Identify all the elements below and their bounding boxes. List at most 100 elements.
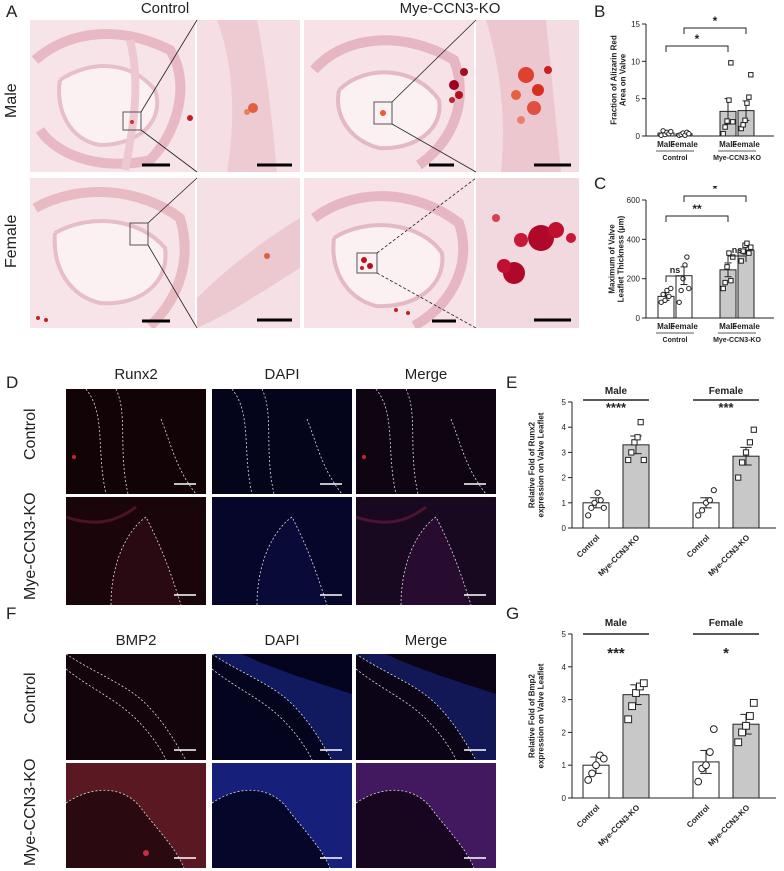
panel-d-col-merge: Merge: [404, 366, 448, 383]
data-point: [684, 254, 690, 260]
panel-f-col-bmp2: BMP2: [115, 632, 157, 649]
y-tick-label: 600: [627, 196, 641, 205]
chart-c: 0 200 400 600 Maximum of ValveLeaflet Thickn…: [594, 182, 780, 364]
data-point: [750, 426, 757, 433]
data-point: [640, 456, 647, 464]
panel-letter-a: A: [6, 2, 18, 21]
data-point: [738, 258, 744, 264]
data-point: [735, 474, 742, 481]
data-point: [746, 712, 754, 720]
bar: [622, 694, 650, 799]
data-point: [728, 277, 734, 284]
panel-a-col-control: Control: [140, 0, 190, 17]
histology-zoom-female-control: [197, 178, 300, 328]
data-point: [706, 748, 714, 756]
data-point: [668, 285, 674, 292]
category-label: Female: [670, 322, 698, 331]
y-tick-label: 4: [562, 423, 567, 432]
group-label: Mye-CCN3-KO: [713, 337, 761, 344]
fluor-runx2-ko: [66, 497, 206, 605]
histology-zoom-female-ko: [476, 178, 579, 328]
significance-bracket: [727, 255, 747, 262]
data-point: [588, 769, 596, 778]
data-point: [722, 279, 728, 286]
panel-letter-f: F: [6, 604, 17, 623]
panel-f-row-control: Control: [22, 672, 39, 724]
data-point: [637, 419, 644, 426]
data-point: [748, 72, 754, 78]
data-point: [730, 119, 736, 125]
panel-a-col-ko: Mye-CCN3-KO: [399, 0, 501, 17]
data-point: [746, 250, 752, 256]
data-point: [726, 250, 732, 256]
panel-letter-d: D: [6, 373, 19, 392]
category-label: Male: [657, 140, 675, 149]
data-point: [742, 449, 750, 456]
data-point: [709, 725, 718, 734]
data-point: [742, 721, 750, 730]
significance-label: ns: [670, 265, 681, 275]
fluor-bmp2-control: [66, 654, 206, 760]
data-point: [748, 244, 754, 250]
chart-e: 0 1 2 3 4 5 Relative Fold of Runx2expression o…: [506, 376, 782, 602]
panel-d-row-control: Control: [22, 408, 39, 460]
category-label: Mye-CCN3-KO: [596, 803, 641, 848]
panel-letter-c: C: [594, 174, 607, 193]
data-point: [628, 702, 636, 711]
data-point: [594, 489, 601, 496]
data-point: [588, 504, 595, 511]
data-point: [710, 487, 717, 494]
data-point: [686, 285, 692, 292]
category-label: Female: [670, 140, 698, 149]
data-point: [624, 715, 633, 724]
y-tick-label: 2: [562, 728, 567, 737]
significance-bracket: [665, 215, 729, 222]
y-tick-label: 5: [636, 95, 641, 104]
significance-bracket: [683, 27, 747, 34]
panel-letter-e: E: [506, 373, 518, 392]
y-tick-label: 0: [562, 524, 567, 533]
chart-b: 0 5 10 15 Fraction of Alizarin RedArea on Va…: [594, 14, 780, 172]
category-label: Control: [575, 803, 601, 829]
significance-label: *: [713, 186, 718, 196]
category-label: Male: [657, 322, 675, 331]
fluor-dapi-f-ko: [212, 763, 352, 868]
y-tick-label: 0: [636, 132, 641, 141]
data-point: [682, 262, 688, 268]
significance-label: *: [723, 645, 729, 662]
group-label: Control: [663, 337, 688, 344]
data-point: [599, 754, 608, 763]
data-point: [740, 248, 746, 254]
significance-label: ***: [607, 645, 625, 662]
data-point: [631, 439, 638, 446]
data-point: [625, 456, 632, 464]
category-label: Mye-CCN3-KO: [596, 533, 641, 578]
group-label: Male: [605, 386, 628, 397]
significance-label: ***: [718, 400, 734, 415]
fluor-dapi-control: [212, 389, 352, 494]
histology-zoom-male-ko: [476, 20, 579, 172]
data-point: [739, 459, 746, 466]
panel-d-row-ko: Mye-CCN3-KO: [22, 492, 39, 600]
y-tick-label: 0: [636, 314, 641, 323]
category-label: Control: [685, 533, 711, 559]
data-point: [662, 297, 668, 304]
y-tick-label: 4: [562, 663, 567, 672]
group-label: Female: [709, 386, 744, 397]
panel-letter-g: G: [506, 604, 520, 623]
group-label: Control: [663, 155, 688, 162]
category-label: Mye-CCN3-KO: [706, 803, 751, 848]
data-point: [746, 439, 754, 446]
data-point: [680, 275, 686, 282]
data-point: [639, 679, 648, 688]
data-point: [738, 728, 746, 737]
y-tick-label: 1: [562, 761, 567, 770]
data-point: [749, 698, 758, 707]
data-point: [584, 776, 593, 784]
data-point: [730, 254, 736, 260]
data-point: [585, 512, 592, 519]
data-point: [746, 94, 752, 100]
significance-label: *: [713, 14, 718, 28]
histology-zoom-male-control: [197, 20, 300, 172]
bar: [732, 455, 760, 529]
